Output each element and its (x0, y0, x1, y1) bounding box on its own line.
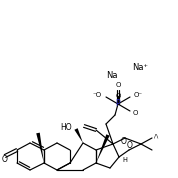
Text: H: H (123, 157, 127, 163)
Text: O: O (115, 93, 121, 99)
Polygon shape (36, 133, 44, 163)
Text: O: O (133, 110, 138, 116)
Text: HO: HO (60, 122, 72, 132)
Text: O: O (2, 155, 8, 164)
Text: O⁻: O⁻ (134, 92, 143, 98)
Text: Na⁺: Na⁺ (132, 64, 148, 72)
Text: O: O (127, 142, 133, 151)
Text: P: P (116, 100, 120, 109)
Polygon shape (96, 134, 110, 163)
Text: /\: /\ (154, 134, 160, 138)
Text: O: O (121, 137, 127, 146)
Text: ⁻O: ⁻O (93, 92, 102, 98)
Text: O: O (115, 82, 121, 88)
Polygon shape (74, 128, 83, 143)
Text: Na: Na (106, 72, 118, 80)
